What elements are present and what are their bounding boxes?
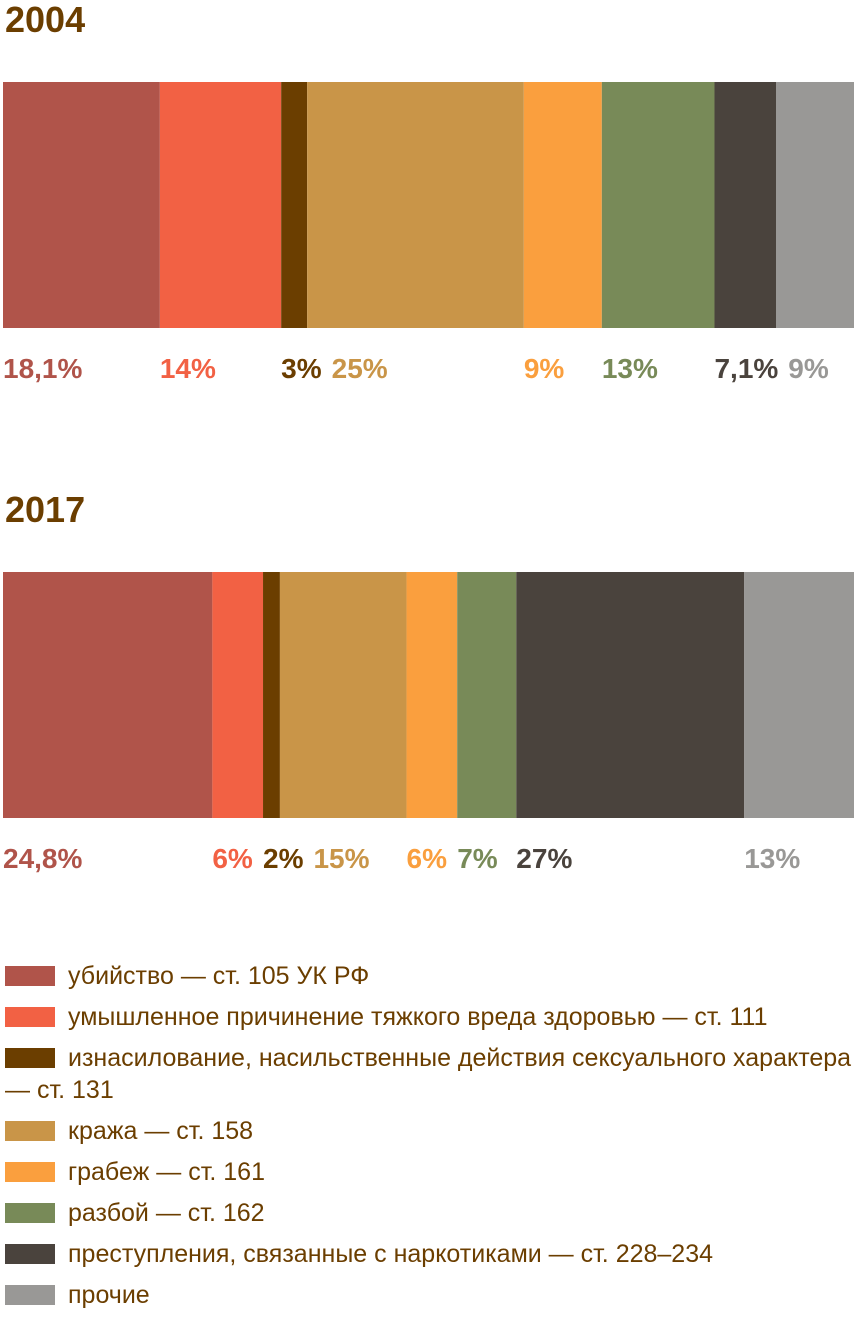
legend-item: кража — ст. 158 (5, 1115, 855, 1147)
value-label: 15% (313, 843, 369, 874)
value-label: 27% (516, 843, 572, 874)
legend-label: убийство — ст. 105 УК РФ (68, 962, 370, 990)
bar-segment (281, 82, 308, 328)
legend-label: грабеж — ст. 161 (68, 1158, 265, 1186)
bar-segment (714, 82, 777, 328)
bar-segment (457, 572, 517, 818)
value-label: 2% (263, 843, 304, 874)
value-label: 9% (788, 353, 829, 384)
legend-label: преступления, связанные с наркотиками — … (68, 1240, 714, 1268)
bar-segment (776, 82, 854, 328)
legend-label: умышленное причинение тяжкого вреда здор… (68, 1003, 768, 1031)
value-label: 24,8% (3, 843, 82, 874)
value-label: 13% (602, 353, 658, 384)
value-label: 6% (407, 843, 448, 874)
value-label: 7% (457, 843, 498, 874)
legend-item: прочие (5, 1279, 855, 1311)
value-label: 13% (744, 843, 800, 874)
bar-segment (159, 82, 282, 328)
legend-item: разбой — ст. 162 (5, 1197, 855, 1229)
value-label: 7,1% (714, 353, 778, 384)
legend-swatch (5, 1007, 55, 1027)
bar-segment (744, 572, 854, 818)
legend-label: кража — ст. 158 (68, 1117, 254, 1145)
legend-item: преступления, связанные с наркотиками — … (5, 1238, 855, 1270)
value-label: 14% (160, 353, 216, 384)
bar-segment (523, 82, 602, 328)
legend-swatch (5, 1048, 55, 1068)
legend-swatch (5, 1162, 55, 1182)
legend-item: грабеж — ст. 161 (5, 1156, 855, 1188)
chart: 2004 18,1% 14% 3% 25% 9% 13% 7,1% 9% 2017 24,8% 6% 2… (3, 0, 854, 874)
chart-title: 2017 (5, 489, 85, 530)
bar-segment (406, 572, 458, 818)
bar-segment (212, 572, 264, 818)
legend-label: изнасилование, насильственные действия с… (5, 1044, 852, 1104)
legend-swatch (5, 1285, 55, 1305)
legend-item: изнасилование, насильственные действия с… (5, 1042, 855, 1106)
bar-segment (516, 572, 745, 818)
bar-segment (3, 572, 213, 818)
legend-label: разбой — ст. 162 (68, 1199, 265, 1227)
bar-segment (307, 82, 524, 328)
legend-swatch (5, 966, 55, 986)
chart-title: 2004 (5, 0, 85, 40)
bar-segment (601, 82, 715, 328)
legend-swatch (5, 1121, 55, 1141)
bar-segment (263, 572, 280, 818)
legend-label: прочие (68, 1281, 150, 1309)
legend: убийство — ст. 105 УК РФ умышленное причи… (5, 960, 855, 1320)
legend-item: убийство — ст. 105 УК РФ (5, 960, 855, 992)
value-label: 6% (212, 843, 253, 874)
bar-segment (279, 572, 407, 818)
value-label: 25% (332, 353, 388, 384)
legend-swatch (5, 1203, 55, 1223)
legend-item: умышленное причинение тяжкого вреда здор… (5, 1001, 855, 1033)
value-label: 9% (524, 353, 565, 384)
legend-swatch (5, 1244, 55, 1264)
value-label: 18,1% (3, 353, 82, 384)
value-label: 3% (281, 353, 322, 384)
bar-segment (3, 82, 160, 328)
